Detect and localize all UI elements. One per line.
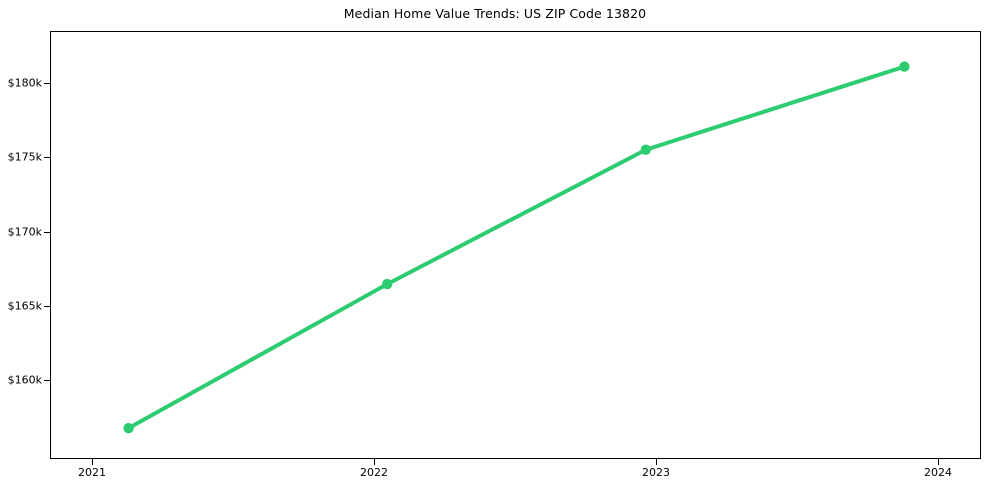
y-tick-mark bbox=[44, 157, 50, 158]
y-tick-mark bbox=[44, 83, 50, 84]
y-tick-label: $175k bbox=[7, 150, 42, 164]
data-point-marker bbox=[381, 278, 393, 290]
data-point-marker bbox=[123, 422, 134, 434]
data-point-marker bbox=[899, 61, 910, 72]
x-tick-label: 2024 bbox=[924, 466, 952, 479]
chart-title: Median Home Value Trends: US ZIP Code 13… bbox=[343, 6, 647, 21]
data-point-marker bbox=[640, 144, 652, 155]
y-axis-tick-labels: $180k $175k $170k $165k $160k bbox=[0, 0, 42, 490]
x-tick-label: 2021 bbox=[78, 466, 106, 479]
x-tick-mark bbox=[92, 459, 93, 465]
x-tick-label: 2023 bbox=[642, 466, 670, 479]
y-tick-label: $165k bbox=[7, 299, 42, 313]
x-tick-mark bbox=[374, 459, 375, 465]
y-tick-mark bbox=[44, 306, 50, 307]
y-tick-mark bbox=[44, 232, 50, 233]
line-chart-svg bbox=[123, 61, 910, 434]
y-tick-label: $170k bbox=[7, 225, 42, 239]
y-tick-label: $180k bbox=[7, 76, 42, 90]
x-tick-label: 2022 bbox=[360, 466, 388, 479]
series-line-median-home-value bbox=[126, 64, 907, 431]
y-tick-label: $160k bbox=[7, 373, 42, 387]
x-tick-mark bbox=[656, 459, 657, 465]
y-tick-mark bbox=[44, 380, 50, 381]
series-markers bbox=[123, 61, 910, 434]
x-tick-mark bbox=[938, 459, 939, 465]
plot-area bbox=[50, 31, 981, 459]
